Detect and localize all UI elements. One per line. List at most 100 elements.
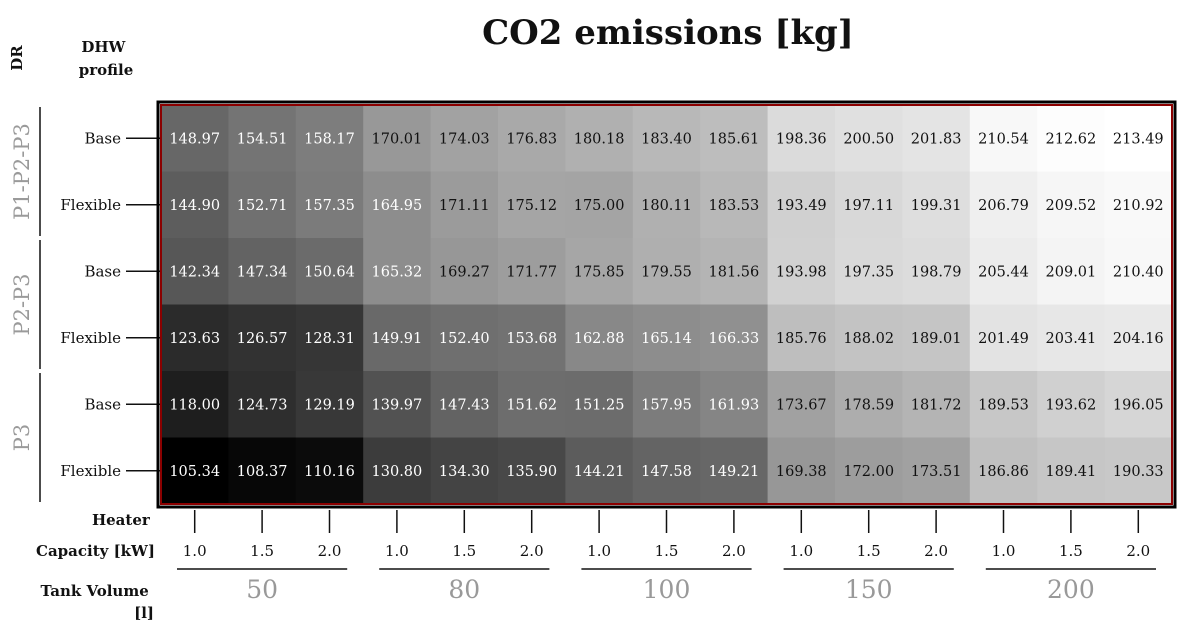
heatmap-cell-value: 213.49	[1113, 131, 1164, 147]
heatmap-cell	[902, 105, 971, 173]
heatmap-cell-value: 108.37	[237, 464, 288, 480]
heatmap-cell-value: 169.38	[776, 464, 827, 480]
heatmap-cell	[430, 171, 499, 239]
column-capacity-label: 1.5	[655, 542, 679, 560]
heatmap-cell-value: 198.36	[776, 131, 827, 147]
heatmap-cell-value: 174.03	[439, 131, 490, 147]
heatmap-cell-value: 210.92	[1113, 198, 1164, 214]
heatmap-cell	[161, 171, 229, 239]
column-group-label: 50	[246, 575, 278, 604]
heatmap-cell	[1037, 304, 1106, 372]
heatmap-cell	[498, 304, 566, 372]
dhw-profile-label-line2: profile	[79, 61, 134, 79]
heatmap-cell	[228, 304, 297, 372]
heatmap-cell	[430, 105, 499, 173]
heatmap-cell-value: 134.30	[439, 464, 490, 480]
heatmap-cell-value: 183.53	[709, 198, 760, 214]
heatmap-cell-value: 157.95	[641, 397, 692, 413]
heatmap-cell	[902, 171, 971, 239]
heatmap-cell-value: 135.90	[506, 464, 557, 480]
heatmap-cell	[430, 371, 499, 439]
heatmap-cell-value: 161.93	[709, 397, 760, 413]
heatmap-cells: 148.97 154.51 158.17 170.01 174.03 176.83 180.…	[161, 105, 1173, 505]
heatmap-cell-value: 185.76	[776, 331, 827, 347]
heatmap-cell	[902, 437, 971, 505]
heatmap-cell-value: 144.21	[574, 464, 625, 480]
heatmap-cell	[363, 304, 432, 372]
heatmap-cell-value: 175.12	[506, 198, 557, 214]
heatmap-cell	[498, 437, 566, 505]
heatmap-cell-value: 181.56	[709, 264, 760, 280]
heatmap-cell	[565, 105, 634, 173]
column-capacity-label: 2.0	[722, 542, 746, 560]
heatmap-cell-value: 205.44	[978, 264, 1029, 280]
heatmap-cell	[228, 238, 297, 306]
row-profile-label: Base	[84, 262, 121, 280]
chart-title: CO2 emissions [kg]	[482, 13, 854, 53]
heatmap-cell-value: 189.53	[978, 397, 1029, 413]
heatmap-cell-value: 193.62	[1046, 397, 1097, 413]
tank-volume-axis-label: Tank Volume [l]	[41, 582, 155, 622]
heatmap-cell-value: 209.52	[1046, 198, 1097, 214]
tank-volume-label-line2: [l]	[134, 604, 154, 622]
heatmap-cell-value: 190.33	[1113, 464, 1164, 480]
heater-capacity-axis-label: Heater Capacity [kW]	[36, 511, 155, 560]
heatmap-cell	[700, 105, 769, 173]
heatmap-cell	[700, 171, 769, 239]
heatmap-cell-value: 165.14	[641, 331, 692, 347]
heatmap-cell	[632, 238, 701, 306]
column-capacity-label: 2.0	[318, 542, 342, 560]
heatmap-cell	[565, 238, 634, 306]
heatmap-cell-value: 200.50	[843, 131, 894, 147]
row-profile-label: Flexible	[60, 196, 121, 214]
heatmap-cell	[1037, 371, 1106, 439]
heatmap-cell-value: 118.00	[169, 397, 220, 413]
heatmap-cell-value: 209.01	[1046, 264, 1097, 280]
heatmap-cell	[161, 238, 229, 306]
heatmap-cell	[632, 171, 701, 239]
heatmap-cell	[902, 304, 971, 372]
heatmap-cell	[902, 238, 971, 306]
heatmap-cell-value: 210.40	[1113, 264, 1164, 280]
heatmap-cell	[902, 371, 971, 439]
heatmap-cell-value: 189.01	[911, 331, 962, 347]
heatmap-cell-value: 206.79	[978, 198, 1029, 214]
heatmap-cell	[835, 304, 903, 372]
heatmap-cell-value: 198.79	[911, 264, 962, 280]
column-capacity-label: 1.0	[992, 542, 1016, 560]
column-capacity-label: 1.5	[1059, 542, 1083, 560]
column-capacity-label: 1.5	[452, 542, 476, 560]
heatmap-cell-value: 173.67	[776, 397, 827, 413]
column-capacity-label: 1.0	[183, 542, 207, 560]
heatmap-cell	[498, 238, 566, 306]
heatmap-cell	[1104, 437, 1173, 505]
heatmap-cell-value: 180.11	[641, 198, 692, 214]
heatmap-cell	[161, 371, 229, 439]
heatmap-cell-value: 169.27	[439, 264, 490, 280]
heatmap-cell	[1037, 105, 1106, 173]
row-profile-label: Flexible	[60, 462, 121, 480]
heatmap-cell	[228, 105, 297, 173]
heatmap-cell-value: 180.18	[574, 131, 625, 147]
heatmap-cell	[363, 171, 432, 239]
heatmap-cell-value: 105.34	[169, 464, 220, 480]
heatmap-cell	[295, 371, 364, 439]
heatmap-cell	[700, 437, 769, 505]
heatmap-cell	[430, 437, 499, 505]
heatmap-cell	[835, 437, 903, 505]
heatmap-cell	[565, 371, 634, 439]
column-group-label: 80	[448, 575, 480, 604]
heatmap-cell-value: 171.77	[506, 264, 557, 280]
heatmap-cell	[1104, 371, 1173, 439]
heatmap-cell	[295, 238, 364, 306]
heatmap-cell-value: 173.51	[911, 464, 962, 480]
column-group-label: 100	[643, 575, 691, 604]
heatmap-cell-value: 151.25	[574, 397, 625, 413]
column-group-label: 150	[845, 575, 893, 604]
heatmap-cell-value: 147.58	[641, 464, 692, 480]
heatmap-cell	[969, 304, 1038, 372]
heatmap-cell	[767, 105, 836, 173]
heatmap-cell-value: 126.57	[237, 331, 288, 347]
heatmap-cell-value: 186.86	[978, 464, 1029, 480]
heatmap-cell-value: 210.54	[978, 131, 1029, 147]
